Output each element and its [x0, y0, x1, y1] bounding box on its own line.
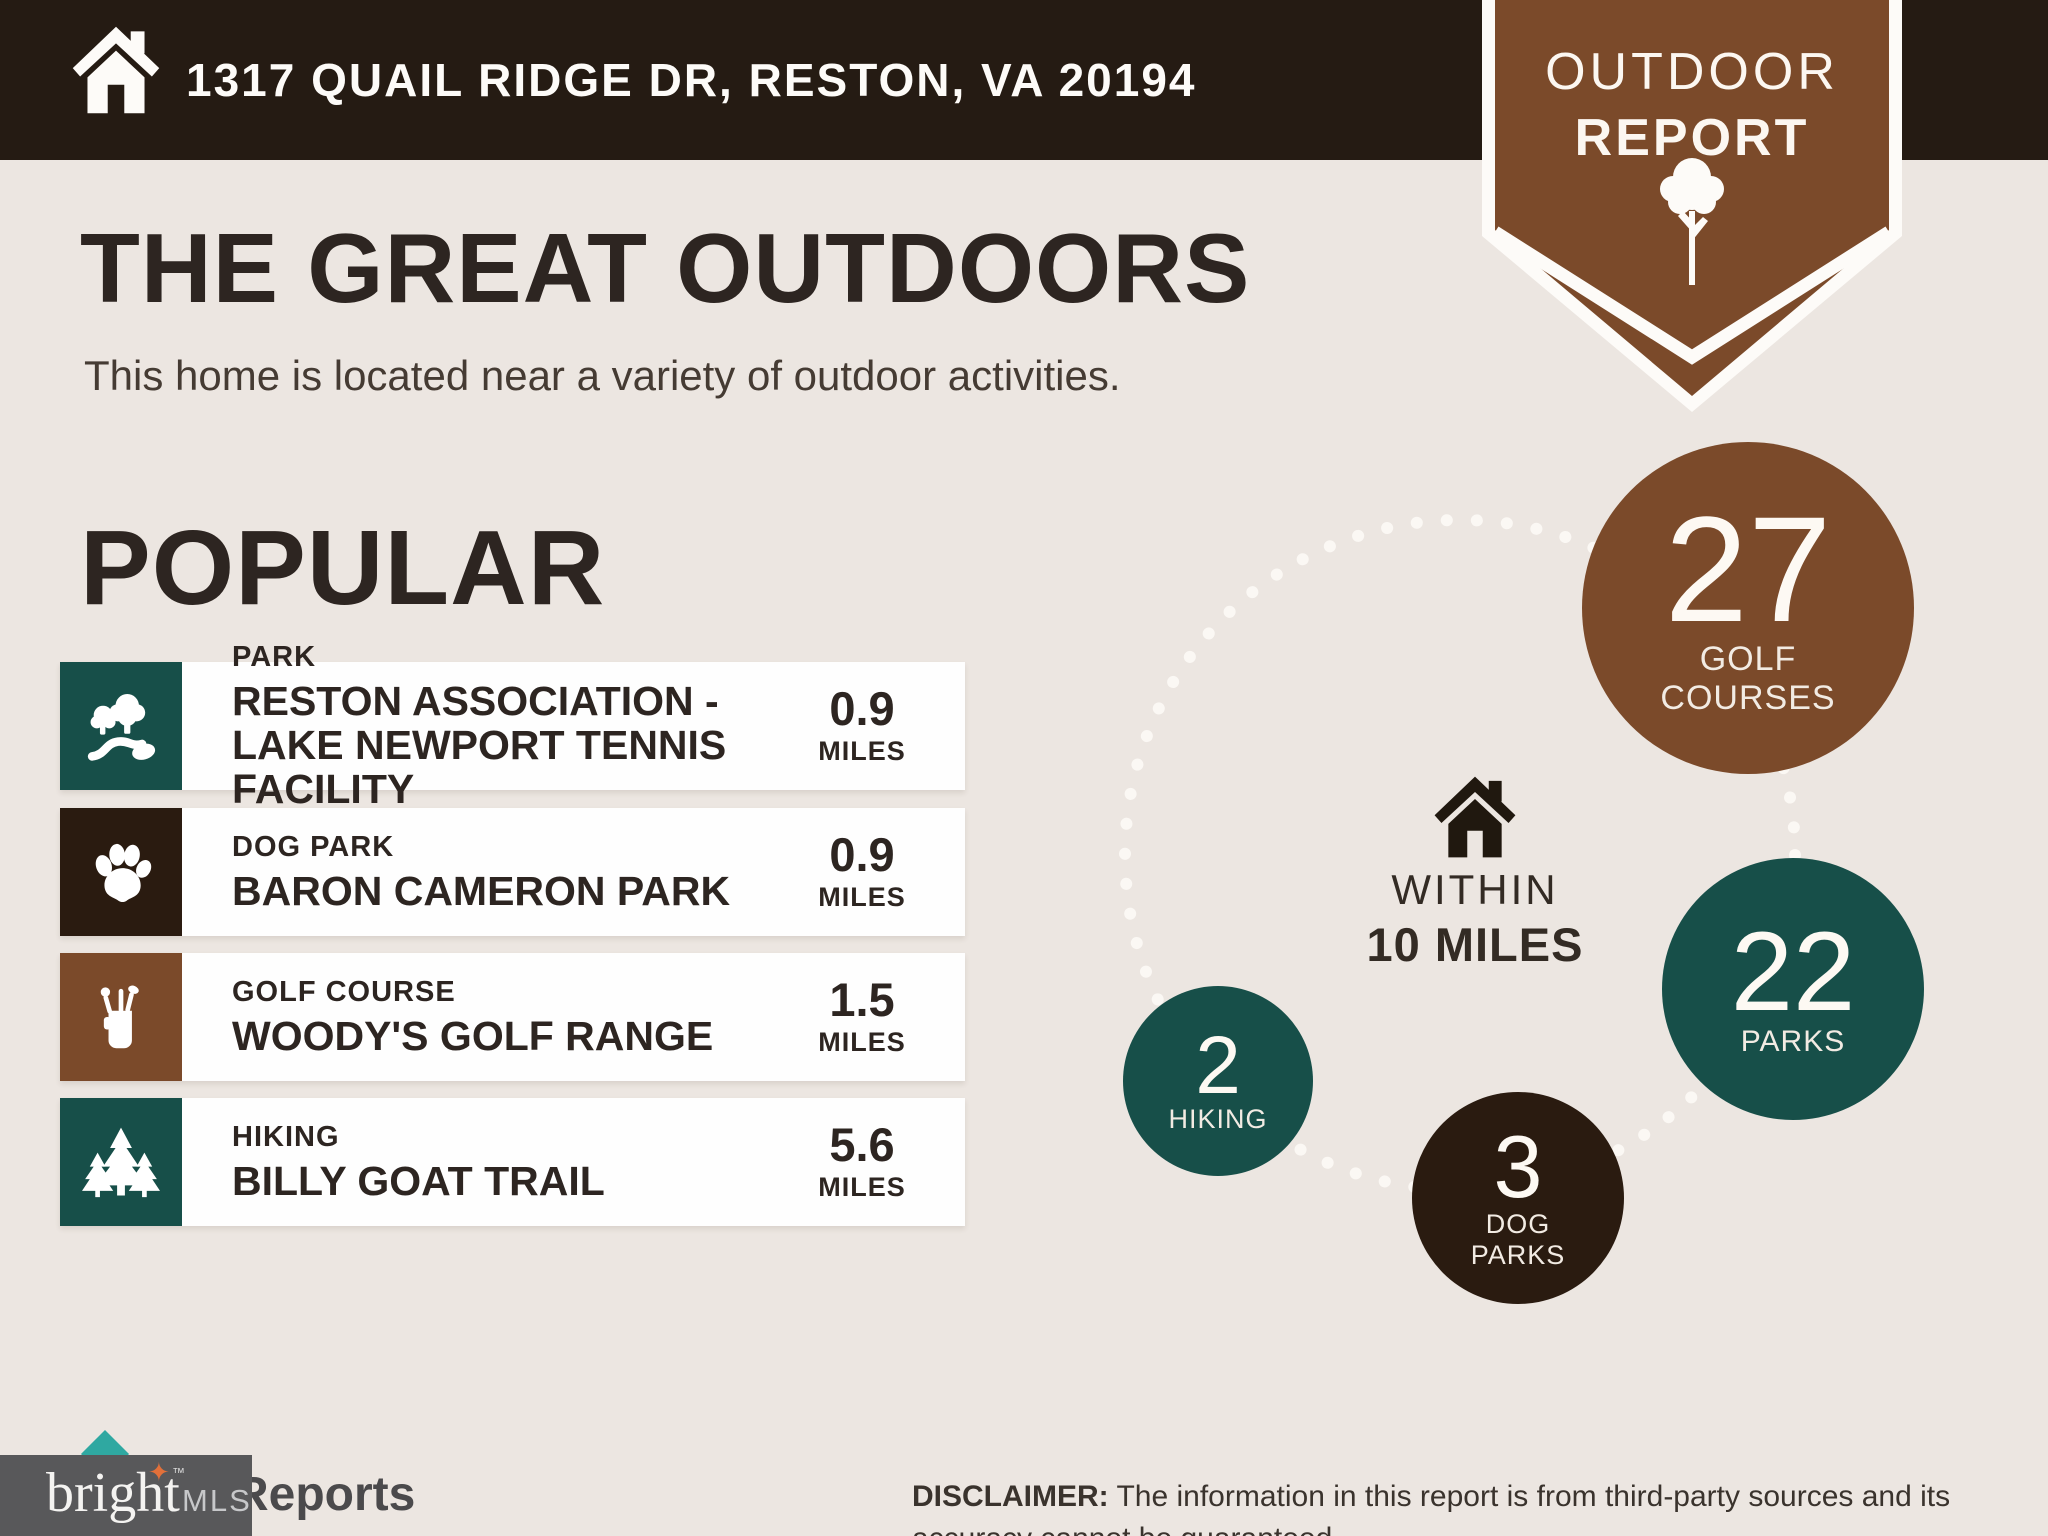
reports-logo-text: Reports [234, 1468, 416, 1521]
bubble-value: 2 [1195, 1019, 1241, 1111]
bubble-golf-courses: 27 GOLF COURSES [1582, 442, 1914, 774]
place-distance: 5.6 MILES [787, 1098, 937, 1226]
distance-value: 5.6 [829, 1118, 895, 1171]
miles-label: 10 MILES [1366, 918, 1584, 971]
place-category: GOLF COURSE [232, 975, 456, 1008]
distance-value: 0.9 [829, 828, 895, 881]
distance-unit: MILES [818, 736, 906, 766]
trademark-symbol: ™ [172, 1465, 185, 1480]
page-subtitle: This home is located near a variety of o… [84, 352, 1121, 399]
bubble-hiking: 2 HIKING [1123, 986, 1313, 1176]
popular-section-title: POPULAR [80, 509, 606, 627]
page-title: THE GREAT OUTDOORS [80, 213, 1251, 323]
place-row-golf: GOLF COURSE WOODY'S GOLF RANGE 1.5 MILES [60, 953, 965, 1081]
place-row-park: PARK RESTON ASSOCIATION - LAKE NEWPORT T… [60, 641, 965, 811]
bubble-label: DOG PARKS [1470, 1208, 1566, 1270]
pine-trees-icon [60, 1098, 182, 1226]
park-trees-icon [60, 662, 182, 790]
within-label: WITHIN [1391, 866, 1559, 913]
place-name: BILLY GOAT TRAIL [232, 1157, 605, 1204]
place-distance: 0.9 MILES [787, 808, 937, 936]
place-category: HIKING [232, 1120, 340, 1153]
bright-logo-star-icon: ✦ [148, 1457, 170, 1487]
property-address: 1317 QUAIL RIDGE DR, RESTON, VA 20194 [186, 54, 1197, 106]
place-distance: 0.9 MILES [787, 662, 937, 790]
bubble-label: HIKING [1168, 1104, 1268, 1135]
disclaimer-label: DISCLAIMER: [912, 1480, 1109, 1513]
place-name: WOODY'S GOLF RANGE [232, 1012, 714, 1059]
bubble-label: GOLF COURSES [1660, 640, 1836, 718]
distance-unit: MILES [818, 1027, 906, 1057]
place-category: DOG PARK [232, 830, 395, 863]
bubble-parks: 22 PARKS [1662, 858, 1924, 1120]
bright-mls-logo: bright ✦ ™ MLS [0, 1455, 252, 1536]
bubble-label: PARKS [1740, 1024, 1846, 1058]
distance-unit: MILES [818, 1172, 906, 1202]
disclaimer-text: DISCLAIMER: The information in this repo… [912, 1480, 1951, 1536]
home-icon [72, 26, 160, 114]
radius-center-label: WITHIN 10 MILES [1325, 866, 1625, 972]
distance-value: 1.5 [829, 973, 895, 1026]
tree-icon [1660, 158, 1724, 285]
bubble-value: 3 [1493, 1117, 1543, 1217]
bubble-value: 22 [1730, 908, 1856, 1034]
outdoor-report-badge: OUTDOOR REPORT [1482, 0, 1902, 414]
distance-value: 0.9 [829, 682, 895, 735]
golf-bag-icon [60, 953, 182, 1081]
center-home-icon [1434, 776, 1516, 858]
place-distance: 1.5 MILES [787, 953, 937, 1081]
place-row-dog-park: DOG PARK BARON CAMERON PARK 0.9 MILES [60, 808, 965, 936]
place-name: RESTON ASSOCIATION - LAKE NEWPORT TENNIS… [232, 677, 727, 813]
badge-title-line2: REPORT [1574, 109, 1810, 167]
place-row-hiking: HIKING BILLY GOAT TRAIL 5.6 MILES [60, 1098, 965, 1226]
bubble-value: 27 [1664, 484, 1832, 653]
bubble-dog-parks: 3 DOG PARKS [1412, 1092, 1624, 1304]
place-name: BARON CAMERON PARK [232, 867, 731, 914]
bright-logo-wordmark: bright [46, 1462, 180, 1524]
badge-title: OUTDOOR REPORT [1482, 42, 1902, 168]
mls-logo-text: MLS [182, 1483, 252, 1518]
distance-unit: MILES [818, 882, 906, 912]
badge-title-line1: OUTDOOR [1545, 43, 1839, 101]
paw-icon [60, 808, 182, 936]
place-category: PARK [232, 640, 317, 673]
